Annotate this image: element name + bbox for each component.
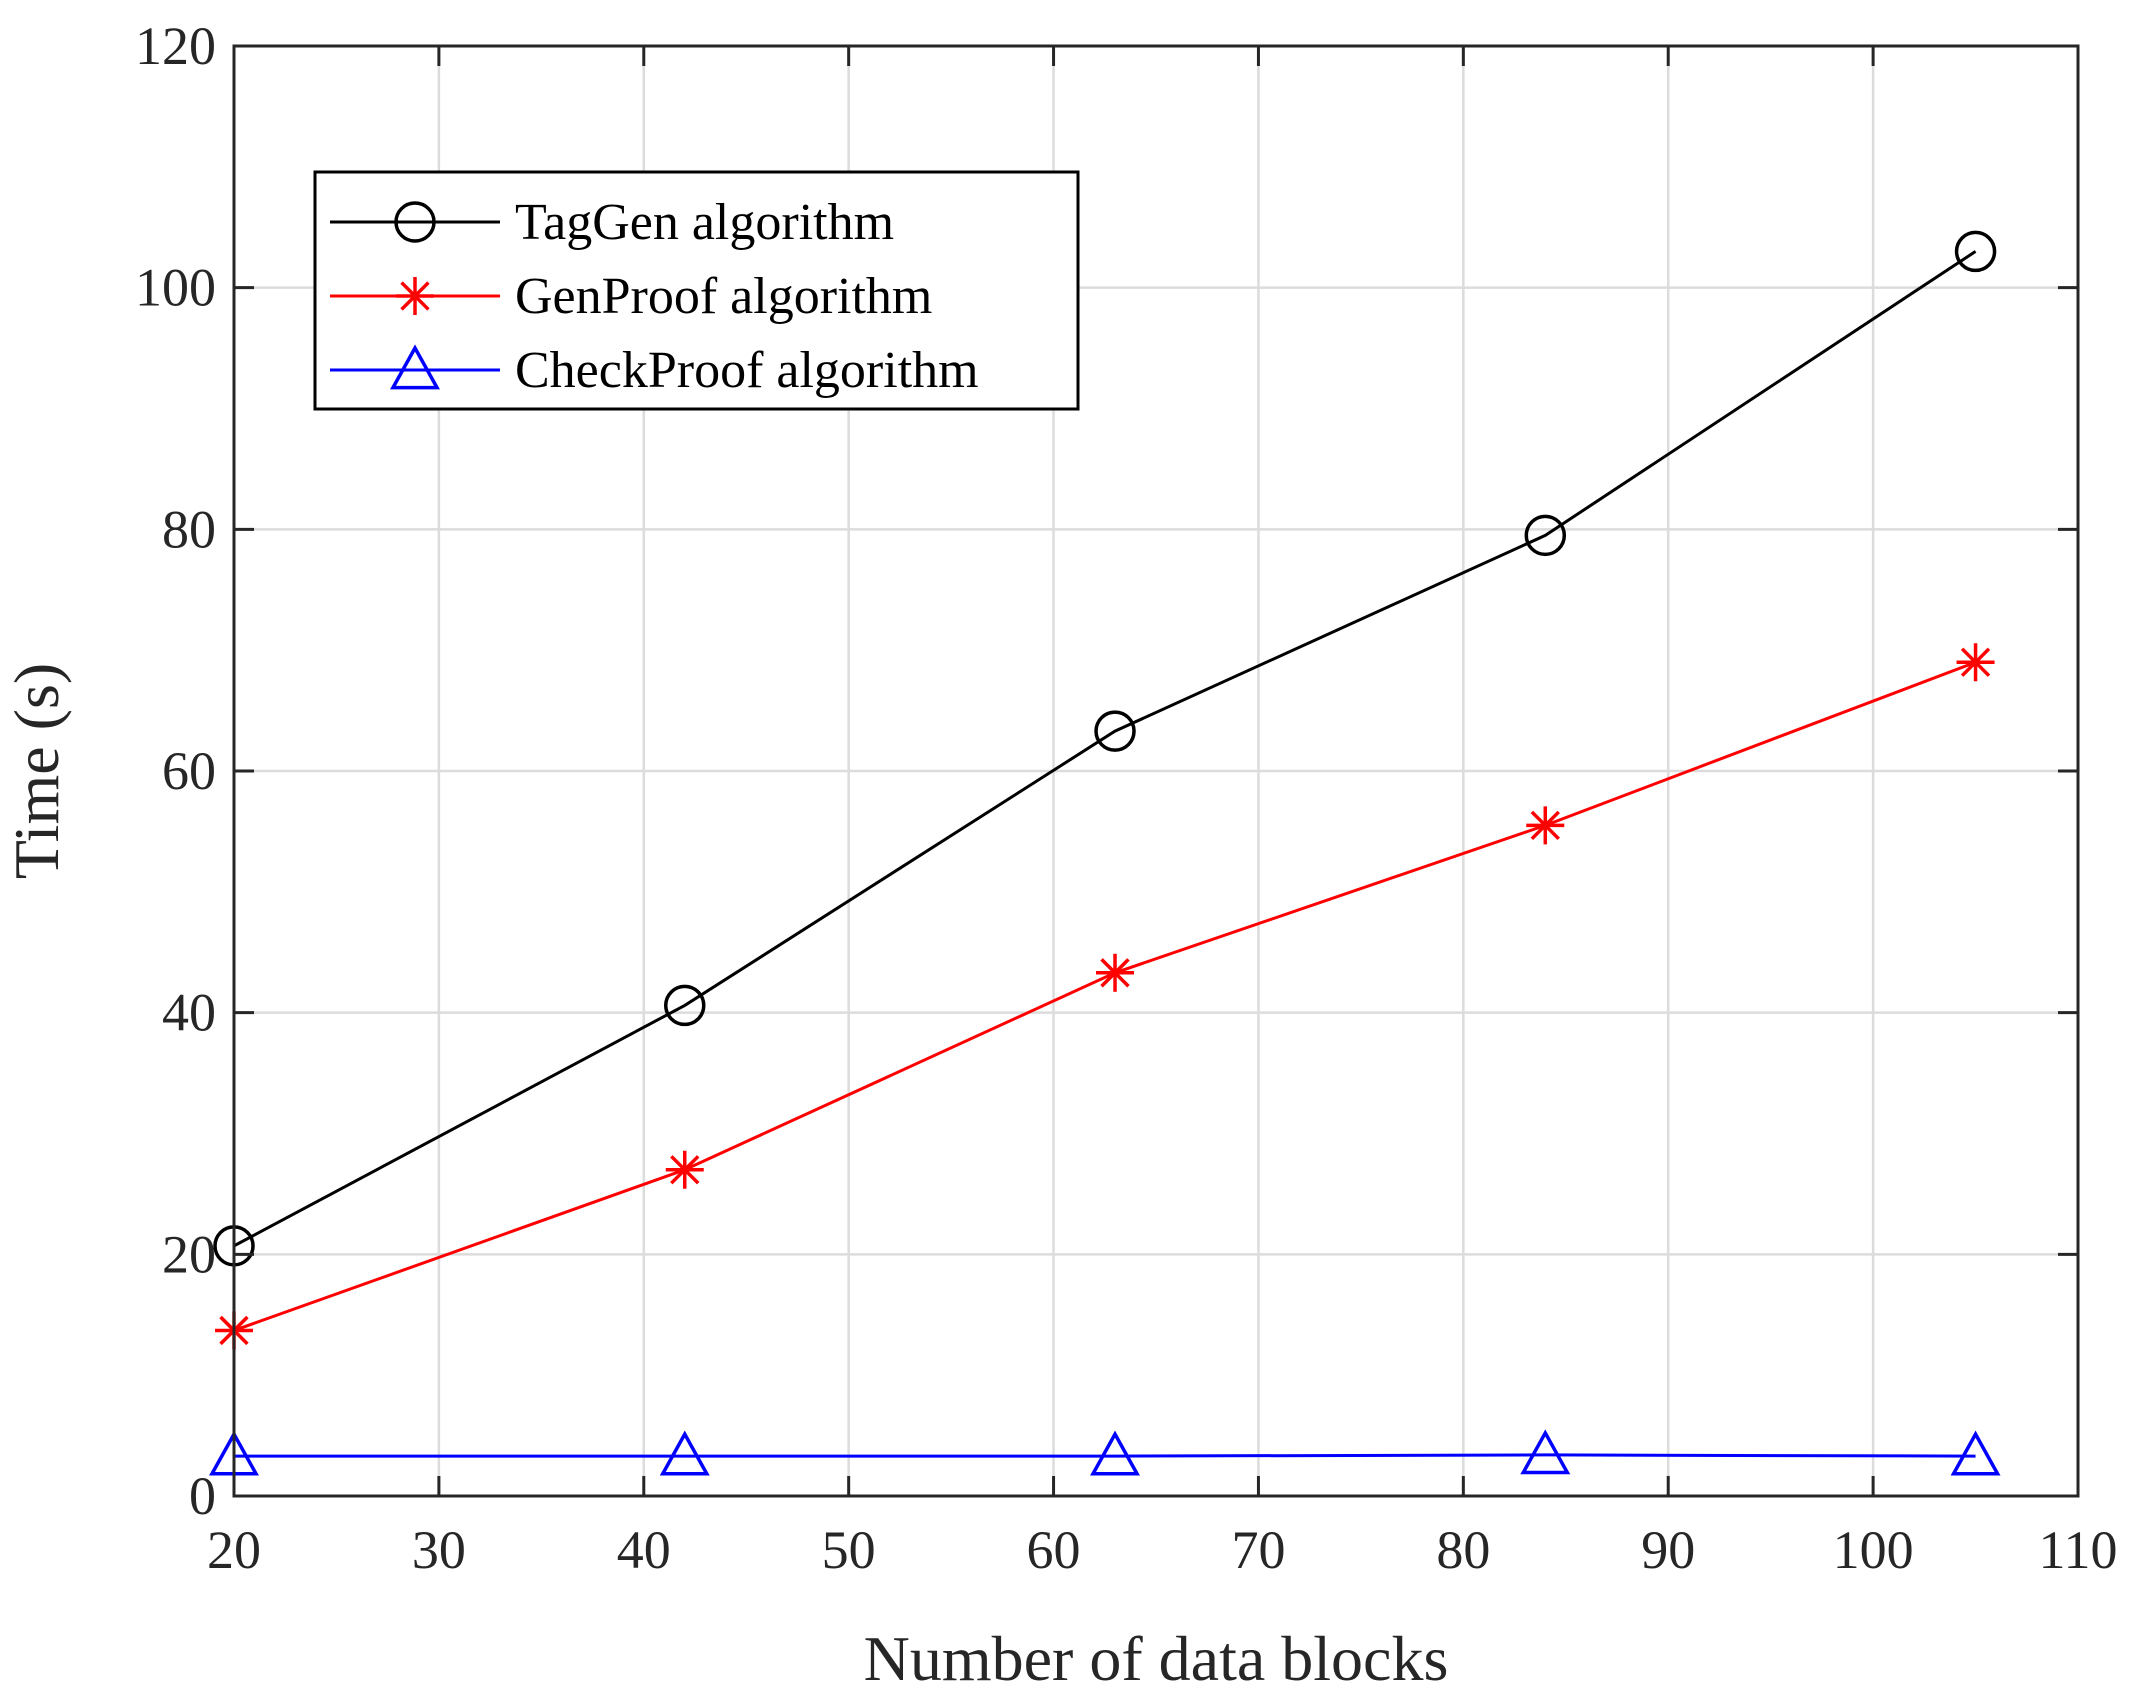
x-tick-label: 80 <box>1436 1520 1490 1580</box>
y-tick-label: 120 <box>135 16 216 76</box>
x-tick-label: 90 <box>1641 1520 1695 1580</box>
x-tick-label: 20 <box>207 1520 261 1580</box>
asterisk-stroke <box>670 1155 700 1185</box>
asterisk-marker <box>396 277 434 315</box>
y-tick-label: 0 <box>189 1466 216 1526</box>
triangle-marker <box>1950 1430 2001 1476</box>
triangle-marker <box>390 344 440 390</box>
x-tick-label: 100 <box>1833 1520 1914 1580</box>
circle-marker <box>664 984 706 1027</box>
y-tick-label: 80 <box>162 499 216 559</box>
x-tick-label: 110 <box>2039 1520 2118 1580</box>
series-line-3 <box>234 1453 1976 1458</box>
circle-marker <box>1094 710 1136 752</box>
triangle-marker <box>1090 1430 1140 1476</box>
axis-ticks <box>232 44 2080 1498</box>
x-tick-label: 30 <box>412 1520 466 1580</box>
x-axis-title: Number of data blocks <box>864 1623 1449 1694</box>
y-axis-title: Time (s) <box>1 663 72 879</box>
series-line-1 <box>233 250 1977 1248</box>
triangle-marker <box>1520 1429 1571 1475</box>
x-tick-label: 60 <box>1027 1520 1081 1580</box>
y-tick-label: 60 <box>162 741 216 801</box>
asterisk-stroke <box>1960 647 1991 677</box>
legend-label: TagGen algorithm <box>515 194 894 251</box>
x-tick-label: 40 <box>617 1520 671 1580</box>
asterisk-marker <box>1526 806 1565 845</box>
y-tick-label: 40 <box>162 983 216 1043</box>
legend-label: GenProof algorithm <box>515 268 932 325</box>
asterisk-stroke <box>400 281 430 311</box>
y-tick-label: 100 <box>135 258 216 318</box>
circle-marker <box>394 201 436 243</box>
x-tick-label: 70 <box>1231 1520 1285 1580</box>
triangle-marker <box>659 1430 710 1476</box>
asterisk-marker <box>665 1150 704 1189</box>
asterisk-marker <box>1096 953 1135 992</box>
legend-label: CheckProof algorithm <box>515 342 979 399</box>
circle-marker <box>1954 230 1997 273</box>
asterisk-stroke <box>1530 810 1560 841</box>
y-tick-label: 20 <box>162 1224 216 1284</box>
x-tick-label: 50 <box>822 1520 876 1580</box>
circle-marker <box>1524 514 1567 557</box>
asterisk-marker <box>1956 643 1995 682</box>
series-markers <box>209 230 2001 1476</box>
legend: TagGen algorithm GenProof algorithm CheckP… <box>313 170 1080 411</box>
asterisk-stroke <box>1100 958 1130 988</box>
